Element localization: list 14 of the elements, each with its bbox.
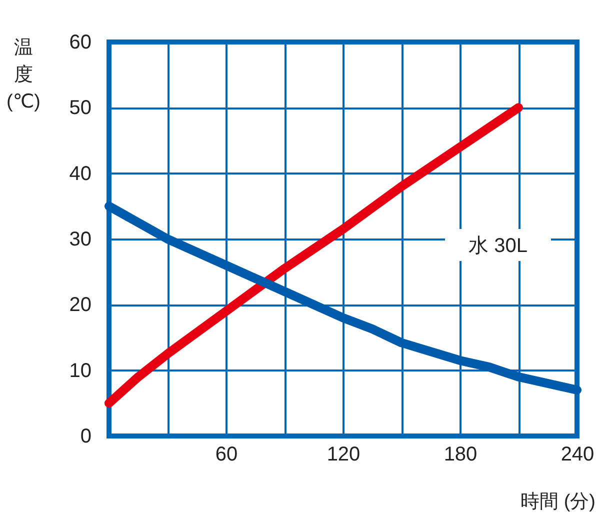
y-tick-label: 40 [69,162,92,185]
y-tick-label: 10 [69,360,92,382]
y-tick-label: 0 [80,426,92,448]
y-axis-title: 温度(℃) [6,38,40,112]
y-tick-label: 50 [69,97,92,120]
x-tick-label: 180 [444,444,478,466]
x-axis-title: 時間 (分) [520,492,596,512]
x-tick-label: 60 [215,444,238,466]
x-tick-label: 120 [326,444,360,466]
y-tick-label: 60 [69,32,92,54]
y-tick-label: 20 [69,294,92,316]
annotation: 水 30L [468,235,528,257]
y-tick-label: 30 [69,228,92,250]
x-tick-label: 240 [560,444,594,466]
